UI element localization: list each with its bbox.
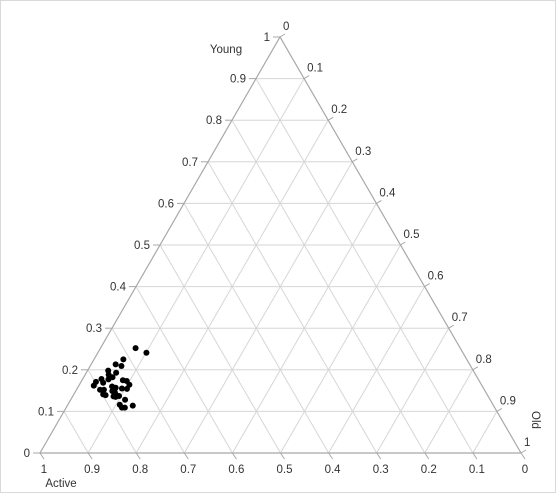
tick-mark-right bbox=[303, 75, 310, 80]
grid-line-active bbox=[63, 411, 89, 454]
data-point bbox=[112, 393, 119, 400]
data-point bbox=[105, 376, 112, 383]
grid-line-old bbox=[280, 244, 401, 454]
tick-label-right: 0.5 bbox=[404, 229, 420, 241]
tick-label-bottom: 0.3 bbox=[373, 464, 389, 476]
tick-label-bottom: 0.4 bbox=[325, 464, 342, 476]
data-point bbox=[129, 402, 136, 409]
tick-mark-right bbox=[352, 158, 358, 163]
data-point bbox=[123, 385, 130, 392]
tick-label-bottom: 0.2 bbox=[421, 464, 437, 476]
tick-label-right: 0.6 bbox=[428, 271, 444, 283]
tick-label-bottom: 0.7 bbox=[180, 464, 196, 476]
grid-line-old bbox=[87, 78, 305, 454]
tick-label-left: 0.4 bbox=[110, 282, 127, 294]
grid-line-active bbox=[255, 78, 474, 454]
data-point bbox=[121, 404, 128, 411]
tick-label-right: 0.4 bbox=[379, 187, 396, 199]
tick-label-left: 0 bbox=[24, 448, 30, 460]
tick-mark-bottom bbox=[472, 452, 478, 460]
tick-label-bottom: 0.8 bbox=[132, 464, 148, 476]
tick-label-bottom: 0.9 bbox=[84, 464, 100, 476]
grid-line-old bbox=[183, 161, 353, 454]
data-point bbox=[97, 386, 104, 393]
tick-label-right: 0.9 bbox=[500, 395, 516, 407]
tick-mark-right bbox=[424, 283, 430, 288]
tick-label-right: 0.2 bbox=[331, 104, 347, 116]
tick-mark-right bbox=[376, 199, 382, 204]
data-point bbox=[90, 382, 97, 389]
tick-mark-bottom bbox=[376, 452, 382, 460]
tick-mark-bottom bbox=[280, 452, 285, 460]
data-point bbox=[100, 379, 107, 386]
tick-label-left: 0.2 bbox=[62, 365, 78, 377]
tick-label-right: 1 bbox=[524, 437, 530, 449]
tick-label-left: 1 bbox=[264, 32, 270, 44]
tick-label-right: 0.7 bbox=[452, 312, 468, 324]
axis-title-active: Active bbox=[45, 478, 76, 490]
tick-mark-right bbox=[327, 116, 334, 121]
grid-line-old bbox=[472, 411, 498, 454]
data-point bbox=[143, 349, 150, 356]
grid-line-active bbox=[159, 244, 281, 454]
grid-line-active bbox=[135, 286, 233, 454]
tick-label-left: 0.5 bbox=[134, 240, 150, 252]
tick-mark-right bbox=[520, 449, 527, 454]
data-point bbox=[118, 363, 125, 370]
data-point bbox=[102, 392, 109, 399]
tick-label-right: 0 bbox=[283, 21, 289, 33]
axis-title-old: Old bbox=[529, 411, 541, 429]
grid-line-active bbox=[207, 161, 378, 454]
tick-label-right: 0.1 bbox=[307, 63, 323, 75]
tick-mark-bottom bbox=[520, 452, 526, 460]
data-point bbox=[120, 356, 127, 363]
data-point bbox=[112, 361, 119, 368]
tick-mark-bottom bbox=[135, 452, 141, 460]
tick-label-left: 0.6 bbox=[158, 198, 174, 210]
tick-label-right: 0.8 bbox=[476, 354, 492, 366]
tick-label-left: 0.1 bbox=[38, 406, 54, 418]
tick-mark-bottom bbox=[39, 452, 45, 460]
axis-title-young: Young bbox=[210, 44, 242, 56]
tick-mark-bottom bbox=[424, 452, 430, 460]
grid-line-active bbox=[111, 327, 185, 454]
data-point bbox=[132, 345, 139, 352]
tick-label-left: 0.8 bbox=[206, 115, 222, 127]
tick-label-bottom: 0.1 bbox=[469, 464, 485, 476]
grid-line-old bbox=[328, 286, 426, 454]
tick-mark-right bbox=[448, 324, 454, 329]
tick-label-left: 0.9 bbox=[230, 74, 246, 86]
tick-label-left: 0.3 bbox=[86, 323, 102, 335]
tick-mark-bottom bbox=[183, 452, 189, 460]
tick-mark-bottom bbox=[328, 452, 334, 460]
tick-mark-right bbox=[279, 33, 286, 38]
tick-label-left: 0.7 bbox=[182, 157, 198, 169]
tick-mark-right bbox=[496, 407, 503, 412]
data-point bbox=[122, 396, 129, 403]
tick-mark-bottom bbox=[231, 452, 237, 460]
tick-mark-bottom bbox=[87, 452, 93, 460]
tick-mark-right bbox=[472, 366, 479, 371]
grid-line-old bbox=[424, 369, 474, 454]
data-point bbox=[113, 369, 120, 376]
tick-label-bottom: 0.5 bbox=[277, 464, 293, 476]
tick-label-right: 0.3 bbox=[355, 146, 371, 158]
data-point bbox=[118, 385, 125, 392]
tick-label-bottom: 1 bbox=[41, 464, 47, 476]
tick-label-bottom: 0 bbox=[522, 464, 528, 476]
tick-label-bottom: 0.6 bbox=[228, 464, 244, 476]
tick-mark-right bbox=[400, 241, 406, 246]
grid-line-old bbox=[376, 327, 450, 454]
